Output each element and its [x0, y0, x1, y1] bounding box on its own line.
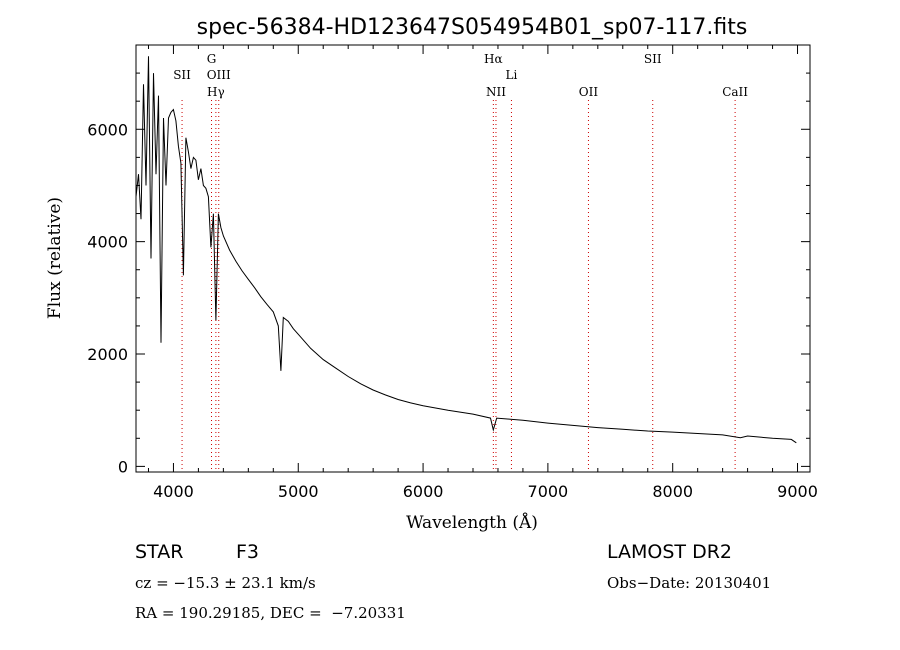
- spectral-line-label: OIII: [207, 68, 231, 82]
- spectral-line-label: Li: [506, 68, 518, 82]
- y-axis-label: Flux (relative): [45, 197, 65, 319]
- spectral-line-label: NII: [486, 85, 506, 99]
- plot-frame: [135, 44, 811, 473]
- x-tick-label: 8000: [652, 482, 693, 501]
- survey-name: LAMOST DR2: [607, 541, 732, 563]
- spectral-line-label: G: [207, 52, 217, 66]
- x-tick-label: 5000: [278, 482, 319, 501]
- spectral-line-label: CaII: [722, 85, 748, 99]
- x-tick-label: 9000: [777, 482, 818, 501]
- spectrum-series: [135, 56, 797, 444]
- axis-ticks: 4000 5000 6000 7000 8000 9000 0 2000 4000 6000: [87, 45, 818, 501]
- x-tick-label: 7000: [528, 482, 569, 501]
- y-tick-label: 4000: [87, 233, 128, 252]
- obs-date: Obs−Date: 20130401: [607, 574, 772, 592]
- coordinates: RA = 190.29185, DEC = −7.20331: [135, 604, 406, 622]
- spectral-line-label: Hγ: [207, 85, 225, 99]
- object-subclass: F3: [236, 541, 260, 563]
- spectral-line-label: OII: [579, 85, 599, 99]
- y-tick-label: 6000: [87, 120, 128, 139]
- redshift-value: cz = −15.3 ± 23.1 km/s: [135, 574, 316, 592]
- x-tick-label: 6000: [403, 482, 444, 501]
- spectral-line-label: Hα: [484, 52, 503, 66]
- y-tick-label: 0: [118, 457, 128, 476]
- chart-title: spec-56384-HD123647S054954B01_sp07-117.f…: [197, 15, 748, 40]
- spectrum-line: [135, 56, 797, 444]
- spectral-line-label: SII: [644, 52, 662, 66]
- x-axis-label: Wavelength (Å): [406, 512, 538, 533]
- spectral-line-label: SII: [173, 68, 191, 82]
- x-tick-label: 4000: [153, 482, 194, 501]
- object-class: STAR: [135, 541, 184, 563]
- y-tick-label: 2000: [87, 345, 128, 364]
